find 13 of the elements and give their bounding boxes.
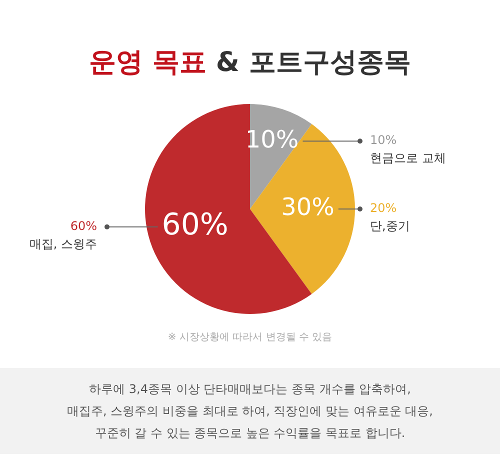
slice-label: 현금으로 교체 — [370, 151, 446, 166]
text: 매집주, 스윙주의 비중을 최대로 하여, 직장인에 맞는 여유로운 대응, — [67, 403, 433, 420]
slice-label: 단,중기 — [370, 219, 410, 234]
text: 60% — [70, 218, 97, 233]
text: ※ 시장상황에 따라서 변경될 수 있음 — [166, 331, 334, 344]
text: 꾸준히 갈 수 있는 종목으로 높은 수익률을 목표로 합니다. — [94, 425, 406, 442]
text: 하루에 3,4종목 이상 단타매매보다는 종목 개수를 압축하여, — [89, 381, 411, 398]
data-label: 60% — [162, 208, 228, 243]
text: 10% — [370, 133, 397, 148]
data-label: 30% — [281, 193, 334, 222]
slice-label: 매집, 스윙주 — [29, 236, 97, 251]
text: 20% — [370, 201, 397, 216]
chart-title: 운영 목표 & 포트구성종목 — [89, 47, 411, 78]
